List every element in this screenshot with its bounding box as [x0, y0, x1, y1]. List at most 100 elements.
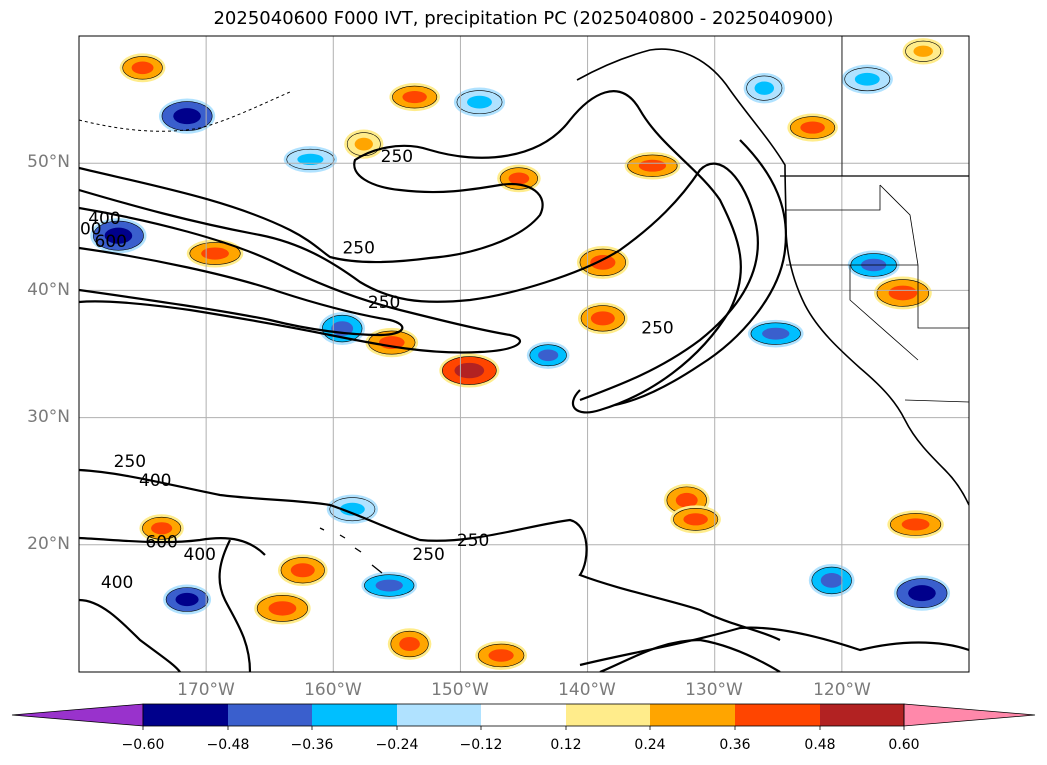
- colorbar-extend-max: [903, 703, 1036, 727]
- map-frame: [78, 35, 970, 673]
- colorbar-tick-label: −0.36: [290, 737, 334, 753]
- coastline-layer: [79, 36, 969, 574]
- contour-label: 400: [69, 219, 101, 239]
- contour-label: 250: [381, 147, 413, 167]
- colorbar-tick-label: 0.36: [719, 737, 751, 753]
- contour-label: 250: [412, 545, 444, 565]
- colorbar-segment: [481, 704, 566, 726]
- colorbar-tick-label: −0.12: [459, 737, 503, 753]
- precip-anomaly-blob: [90, 218, 147, 254]
- precip-anomaly-blob: [887, 510, 944, 539]
- lon-label-150w: 150°W: [431, 680, 489, 700]
- contour-label: 250: [641, 319, 673, 339]
- precip-anomaly-blob: [387, 628, 432, 660]
- ivt-contour-250-tropical: [79, 468, 781, 641]
- lat-label-30n: 30°N: [27, 407, 70, 427]
- colorbar-segment: [650, 704, 735, 726]
- precip-anomaly-blob: [670, 505, 721, 534]
- contour-label: 400: [88, 209, 120, 229]
- precip-anomaly-blob: [119, 53, 166, 83]
- colorbar-frame: [142, 703, 905, 727]
- precip-anomaly-blob: [526, 341, 570, 369]
- precip-anomaly-blob: [277, 554, 328, 587]
- precip-anomaly-blob: [475, 641, 528, 670]
- washington-oregon-border: [785, 185, 881, 211]
- precip-anomaly-blob: [186, 239, 244, 268]
- precip-anomaly-blob: [254, 592, 311, 625]
- ivt-contour-250-north: [79, 90, 742, 414]
- colorbar-extend-min: [11, 703, 144, 727]
- ivt-contour-400: [79, 206, 522, 354]
- colorbar-tick-label: 0.12: [550, 737, 582, 753]
- contour-label: 250: [368, 293, 400, 313]
- mexico-border: [904, 399, 969, 403]
- precip-anomaly-blob: [576, 246, 629, 279]
- precip-anomaly-blob: [747, 319, 804, 348]
- precip-anomaly-blob: [624, 151, 681, 180]
- california-nevada-border: [849, 265, 919, 361]
- precip-anomaly-blob: [361, 571, 418, 600]
- precip-anomaly-blob: [578, 302, 628, 335]
- ivt-contour-layer: [79, 90, 969, 672]
- figure-title: 2025040600 F000 IVT, precipitation PC (2…: [213, 8, 834, 29]
- map-background: [79, 36, 969, 672]
- precip-anomaly-blob: [497, 164, 541, 193]
- idaho-border: [879, 184, 969, 329]
- contour-label: 250: [114, 452, 146, 472]
- lon-label-170w: 170°W: [177, 680, 235, 700]
- precip-anomaly-blob: [893, 575, 951, 611]
- lon-label-140w: 140°W: [558, 680, 616, 700]
- precip-anomaly-blob: [158, 98, 216, 134]
- north-american-coastline: [576, 48, 969, 506]
- colorbar-tick-label: −0.60: [121, 737, 165, 753]
- precip-anomaly-blob: [902, 38, 944, 65]
- colorbar-segment: [228, 704, 312, 726]
- ivt-contour-250-south-center: [599, 638, 781, 672]
- precip-anomaly-blob: [453, 87, 506, 117]
- colorbar-tick-label: 0.60: [888, 737, 920, 753]
- ivt-contour-600: [79, 246, 404, 337]
- colorbar-tick-label: 0.24: [634, 737, 666, 753]
- precip-anomaly-blob: [326, 494, 378, 524]
- colorbar-tick-label: −0.48: [206, 737, 250, 753]
- precip-anomaly-blob: [439, 353, 500, 388]
- contour-label: 400: [139, 471, 171, 491]
- contour-label: 250: [457, 531, 489, 551]
- contour-label: 400: [184, 545, 216, 565]
- colorbar-segment: [735, 704, 820, 726]
- lat-label-50n: 50°N: [27, 152, 70, 172]
- colorbar-tick-label: −0.24: [375, 737, 419, 753]
- hawaiian-islands: [319, 527, 383, 574]
- ivt-contour-600-tropical: [218, 539, 252, 672]
- colorbar-segment: [312, 704, 397, 726]
- precip-anomaly-blob: [787, 113, 838, 142]
- lat-label-20n: 20°N: [27, 534, 70, 554]
- lat-label-40n: 40°N: [27, 280, 70, 300]
- contour-label: 600: [95, 232, 127, 252]
- colorbar-segment: [820, 704, 904, 726]
- lon-label-160w: 160°W: [304, 680, 362, 700]
- precip-anomaly-blob: [389, 83, 440, 112]
- contour-label: 250: [342, 238, 374, 258]
- precip-anomaly-blob: [808, 564, 855, 597]
- contour-label: 400: [101, 573, 133, 593]
- colorbar: [11, 703, 1036, 730]
- contour-label: 600: [145, 532, 177, 552]
- precip-anomaly-blob: [283, 146, 338, 173]
- precip-anomaly-blob: [139, 514, 184, 543]
- colorbar-segment: [397, 704, 481, 726]
- ivt-contour-400-tropical: [79, 536, 266, 556]
- precip-anomaly-blob: [841, 64, 893, 94]
- colorbar-segment: [566, 704, 650, 726]
- ivt-contour-400-coastal: [614, 139, 787, 407]
- lon-label-130w: 130°W: [685, 680, 743, 700]
- ivt-contour-250-south: [79, 162, 759, 402]
- colorbar-segment: [143, 704, 228, 726]
- ivt-contour-400-southwest: [79, 598, 181, 672]
- precip-anomaly-blob: [163, 584, 212, 615]
- aleutian-islands: [79, 91, 291, 132]
- precip-anomaly-blob: [319, 312, 366, 345]
- precip-anomaly-layer: [90, 38, 951, 670]
